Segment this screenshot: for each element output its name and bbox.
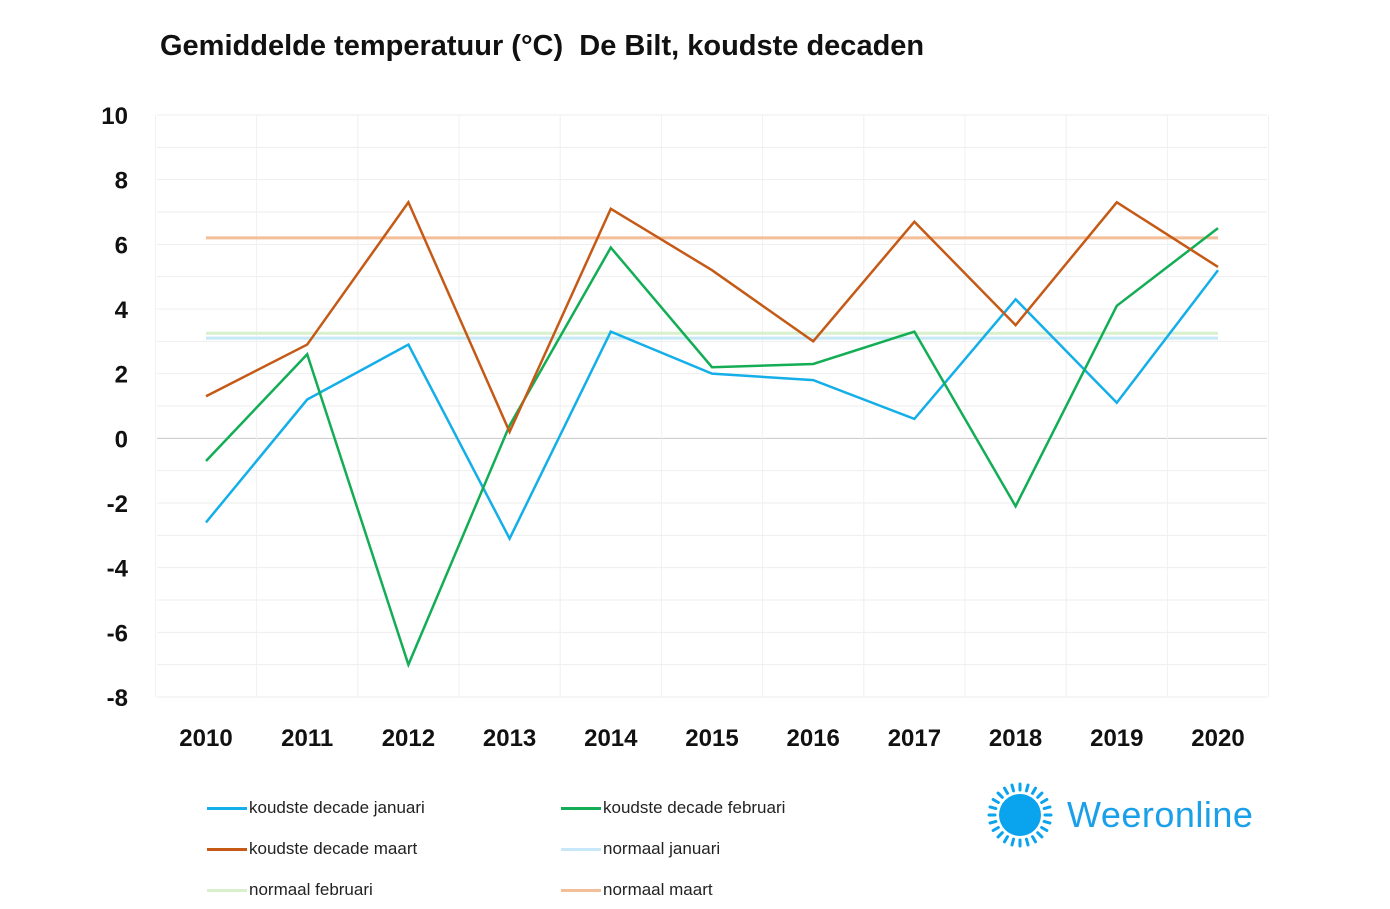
y-tick-label: -6 [107, 620, 128, 647]
sun-ray [1031, 786, 1037, 795]
x-tick-label: 2012 [382, 725, 435, 752]
sun-ray [1036, 831, 1044, 839]
x-tick-label: 2016 [787, 725, 840, 752]
x-tick-label: 2013 [483, 725, 536, 752]
gridlines [154, 114, 1270, 698]
chart-title: Gemiddelde temperatuur (°C) De Bilt, kou… [160, 30, 925, 62]
sun-ray [1003, 835, 1009, 844]
sun-ray [991, 826, 1000, 832]
legend-label: koudste decade januari [249, 798, 425, 817]
sun-ray [1024, 837, 1030, 847]
x-tick-label: 2015 [685, 725, 738, 752]
sun-ray [1031, 835, 1037, 844]
sun-ray [1024, 783, 1030, 793]
sun-icon [987, 782, 1053, 848]
y-tick-label: -8 [107, 685, 128, 712]
y-tick-label: 8 [115, 168, 128, 195]
y-axis-ticks: 10 8 6 4 2 0 -2 -4 -6 -8 [101, 103, 128, 712]
sun-ray [996, 831, 1004, 839]
logo-text: Weeronline [1067, 794, 1254, 835]
y-tick-label: 2 [115, 362, 128, 389]
y-tick-label: 0 [115, 426, 128, 453]
legend-label: koudste decade maart [249, 839, 418, 858]
x-tick-label: 2014 [584, 725, 638, 752]
legend-label: koudste decade februari [603, 798, 786, 817]
weeronline-logo: Weeronline [985, 780, 1253, 850]
x-tick-label: 2020 [1191, 725, 1244, 752]
legend-label: normaal maart [603, 880, 713, 899]
x-tick-label: 2011 [281, 725, 333, 752]
legend-swatch [561, 806, 601, 810]
sun-ray [1040, 826, 1049, 832]
sun-ray [1010, 837, 1016, 847]
legend-item-koudste-februari[interactable]: koudste decade februari [561, 798, 785, 818]
y-tick-label: 4 [115, 297, 129, 324]
sun-ray [1003, 786, 1009, 795]
legend-item-koudste-januari[interactable]: koudste decade januari [207, 798, 425, 818]
sun-ray [988, 805, 998, 811]
legend-item-normaal-maart[interactable]: normaal maart [561, 880, 713, 900]
x-tick-label: 2018 [989, 725, 1042, 752]
y-tick-label: -2 [107, 491, 128, 518]
legend-swatch [561, 888, 601, 892]
legend-swatch [207, 888, 247, 892]
legend-swatch [207, 847, 247, 851]
y-tick-label: 10 [101, 103, 128, 130]
sun-ray [996, 791, 1004, 799]
legend-item-normaal-februari[interactable]: normaal februari [207, 880, 373, 900]
y-tick-label: -4 [107, 556, 129, 583]
sun-ray [1036, 791, 1044, 799]
legend-label: normaal februari [249, 880, 373, 899]
legend-item-koudste-maart[interactable]: koudste decade maart [207, 839, 417, 859]
legend-swatch [207, 806, 247, 810]
x-tick-label: 2017 [888, 725, 941, 752]
sun-ray [1040, 798, 1049, 804]
x-tick-label: 2010 [179, 725, 232, 752]
sun-ray [988, 819, 998, 825]
x-tick-label: 2019 [1090, 725, 1143, 752]
x-axis-ticks: 2010 2011 2012 2013 2014 2015 2016 2017 2018 2019… [179, 725, 1244, 752]
legend-swatch [561, 847, 601, 851]
sun-ray [1042, 819, 1052, 825]
sun-ray [1042, 805, 1052, 811]
legend-item-normaal-januari[interactable]: normaal januari [561, 839, 720, 859]
legend-label: normaal januari [603, 839, 721, 858]
series-lines [205, 199, 1219, 669]
sun-ray [991, 798, 1000, 804]
sun-ray [1010, 783, 1016, 793]
y-tick-label: 6 [115, 232, 128, 259]
